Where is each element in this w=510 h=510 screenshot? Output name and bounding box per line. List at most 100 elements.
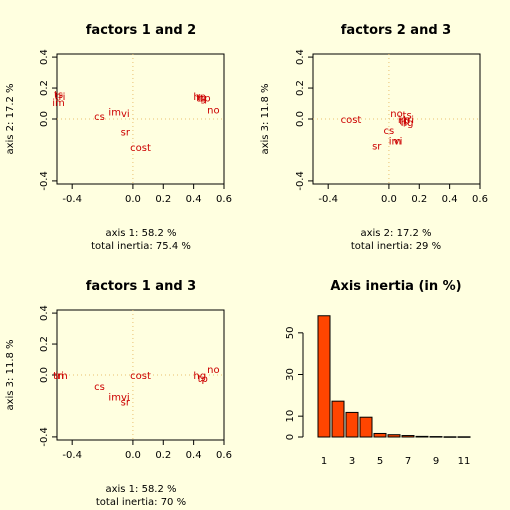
point-label: sr: [121, 127, 131, 138]
point-label: hp: [198, 93, 211, 104]
bar-10: [443, 436, 457, 438]
panel1-subtitle: total inertia: 75.4 %: [91, 241, 191, 252]
panel1-y-axis: -0.4 0.0 0.2 0.4: [39, 49, 57, 191]
bar-3: [345, 411, 359, 438]
x-tick-label: 0.2: [155, 194, 171, 205]
point-label: hp: [193, 92, 206, 103]
point-label: im: [108, 393, 121, 404]
panel1-xlabel: axis 1: 58.2 %: [105, 228, 176, 239]
y-tick-label: 30: [285, 368, 296, 381]
x-tick-label: 1: [321, 456, 327, 467]
x-tick-label: 11: [458, 456, 471, 467]
x-tick-label: 9: [433, 456, 439, 467]
bar-2: [331, 400, 345, 438]
x-tick-label: 0.6: [472, 194, 488, 205]
point-label: hg: [401, 118, 414, 129]
panel-factors-1-2: factors 1 and 2 -0.4 0.0 0.2 0.4 0.6 -0.4 0.0…: [5, 23, 232, 252]
point-label: cost: [341, 115, 362, 126]
x-tick-label: -0.4: [318, 194, 338, 205]
point-label: tg: [196, 93, 206, 104]
point-label: ts: [403, 110, 412, 121]
bar-5: [373, 432, 387, 438]
panel1-ylabel: axis 2: 17.2 %: [5, 83, 16, 154]
panel1-x-axis: -0.4 0.0 0.2 0.4 0.6: [62, 184, 232, 205]
x-tick-label: 0.6: [216, 450, 232, 461]
panel3-x-axis: -0.4 0.0 0.2 0.4 0.6: [62, 440, 232, 461]
panel1-plot-box: [56, 53, 225, 185]
bar-4: [359, 416, 373, 438]
x-tick-label: 0.0: [125, 194, 141, 205]
point-label: cs: [94, 382, 105, 393]
y-tick-label: -0.4: [39, 427, 50, 447]
x-tick-label: -0.4: [62, 450, 82, 461]
point-label: im: [108, 107, 121, 118]
point-label: sr: [121, 397, 131, 408]
panel2-subtitle: total inertia: 29 %: [351, 241, 441, 252]
y-tick-label: 50: [285, 326, 296, 339]
point-label: cost: [130, 371, 151, 382]
panel2-x-axis: -0.4 0.0 0.2 0.4 0.6: [318, 184, 488, 205]
y-tick-label: 0.2: [295, 80, 306, 96]
point-label: cs: [94, 112, 105, 123]
y-tick-label: 0.4: [39, 49, 50, 65]
point-label: tp: [198, 374, 208, 385]
y-tick-label: 0.2: [39, 336, 50, 352]
panel3-subtitle: total inertia: 70 %: [96, 497, 186, 508]
bar-6: [387, 434, 401, 438]
panel4-x-axis: 1 3 5 7 9 11: [321, 456, 471, 467]
panel3-y-axis: -0.4 0.0 0.2 0.4: [39, 305, 57, 447]
y-tick-label: 0.0: [295, 111, 306, 127]
point-label: vi: [394, 137, 403, 148]
point-label: im: [52, 98, 65, 109]
panel2-xlabel: axis 2: 17.2 %: [360, 228, 431, 239]
y-tick-label: 0: [285, 434, 296, 440]
point-label: tri: [55, 92, 66, 103]
x-tick-label: 0.6: [216, 194, 232, 205]
y-tick-label: -0.4: [39, 171, 50, 191]
panel2-ylabel: axis 3: 11.8 %: [260, 83, 271, 154]
x-tick-label: -0.4: [62, 194, 82, 205]
x-tick-label: 0.4: [186, 194, 202, 205]
y-tick-label: 0.2: [39, 80, 50, 96]
point-label: no: [207, 106, 219, 117]
panel3-ylabel: axis 3: 11.8 %: [5, 339, 16, 410]
y-tick-label: 0.4: [39, 305, 50, 321]
point-label: im: [55, 371, 68, 382]
point-label: no: [207, 365, 219, 376]
point-label: tri: [403, 115, 414, 126]
panel4-bars: [317, 315, 471, 438]
bar-1: [317, 315, 331, 438]
panel2-y-axis: -0.4 0.0 0.2 0.4: [295, 49, 313, 191]
point-label: im: [398, 115, 411, 126]
y-tick-label: 10: [285, 410, 296, 423]
point-label: cost: [130, 143, 151, 154]
panel4-title: Axis inertia (in %): [330, 279, 461, 294]
point-label: sr: [372, 141, 382, 152]
bar-9: [429, 436, 443, 438]
x-tick-label: 7: [405, 456, 411, 467]
point-label: tp: [399, 117, 409, 128]
x-tick-label: 0.0: [125, 450, 141, 461]
panel-axis-inertia: Axis inertia (in %) 0 10 30 50 1 3 5 7 9 11: [285, 279, 471, 467]
bar-8: [415, 435, 429, 438]
panel2-title: factors 2 and 3: [341, 23, 451, 38]
point-label: cs: [384, 126, 395, 137]
y-tick-label: 0.0: [39, 111, 50, 127]
point-label: vi: [121, 393, 130, 404]
x-tick-label: 0.4: [186, 450, 202, 461]
point-label: no: [390, 109, 402, 120]
bar-7: [401, 435, 415, 438]
x-tick-label: 5: [377, 456, 383, 467]
x-tick-label: 0.4: [442, 194, 458, 205]
panel4-y-axis: 0 10 30 50: [285, 326, 304, 440]
panel-factors-1-3: factors 1 and 3 -0.4 0.0 0.2 0.4 0.6 -0.4 0.0…: [5, 279, 232, 508]
x-tick-label: 3: [349, 456, 355, 467]
panel-factors-2-3: factors 2 and 3 -0.4 0.0 0.2 0.4 0.6 -0.4 0.0…: [260, 23, 488, 252]
y-tick-label: -0.4: [295, 171, 306, 191]
point-label: ts: [54, 90, 63, 101]
panel1-title: factors 1 and 2: [86, 23, 196, 38]
y-tick-label: 0.0: [39, 367, 50, 383]
point-label: vi: [121, 109, 130, 120]
